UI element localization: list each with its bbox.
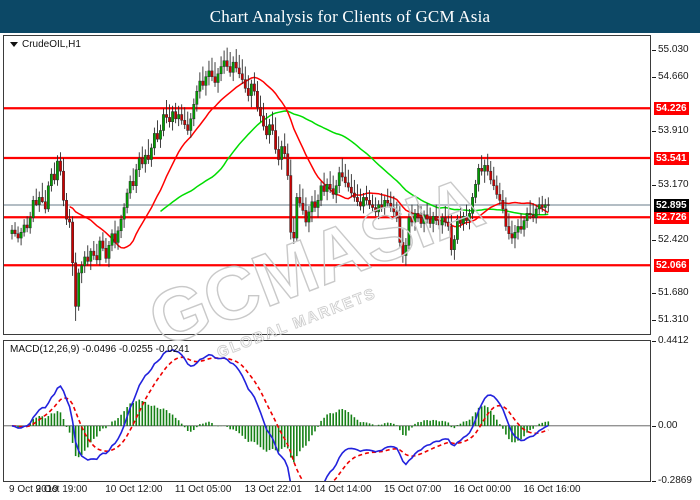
axis-tick-label: 0.4412 — [658, 335, 689, 346]
symbol-text: CrudeOIL,H1 — [22, 39, 81, 50]
time-axis-label: 16 Oct 00:00 — [453, 484, 511, 495]
macd-histogram — [14, 399, 550, 463]
price-level-badge[interactable]: 52.066 — [654, 259, 689, 273]
price-scale[interactable]: 55.030 54.660 53.910 53.170 52.420 51.680 51.3… — [652, 35, 700, 486]
axis-tick-mark — [652, 185, 656, 186]
axis-tick-label: 53.910 — [658, 125, 689, 137]
axis-tick-label: 51.310 — [658, 314, 689, 326]
axis-tick-mark — [652, 320, 656, 322]
time-axis-label: 9 Oct 19:00 — [35, 484, 88, 495]
price-level-badge[interactable]: 52.726 — [654, 211, 689, 225]
axis-tick-label: 54.660 — [658, 70, 689, 82]
time-axis-label: 16 Oct 16:00 — [523, 484, 581, 495]
axis-tick-label: 0.00 — [658, 419, 678, 431]
axis-tick-label: 52.420 — [658, 233, 689, 245]
price-level-badge[interactable]: 54.226 — [654, 102, 689, 116]
price-chart-panel[interactable]: CrudeOIL,H1 — [3, 35, 651, 335]
chevron-down-icon[interactable] — [10, 41, 18, 47]
time-axis-label: 13 Oct 22:01 — [244, 484, 302, 495]
price-level-badge[interactable]: 53.541 — [654, 152, 689, 166]
page-title: Chart Analysis for Clients of GCM Asia — [209, 7, 491, 26]
macd-plot — [4, 348, 650, 481]
symbol-label[interactable]: CrudeOIL,H1 — [10, 39, 81, 50]
macd-panel[interactable]: MACD(12,26,9) -0.0496 -0.0255 -0.0241 — [3, 340, 651, 482]
moving-average-line — [160, 110, 549, 216]
macd-line — [11, 348, 549, 481]
price-plot — [4, 47, 650, 321]
axis-tick-mark — [652, 76, 656, 78]
candlestick-series — [10, 47, 550, 321]
axis-tick-mark — [652, 425, 656, 427]
time-axis-label: 10 Oct 12:00 — [105, 484, 163, 495]
axis-tick-mark — [652, 239, 656, 241]
time-axis-label: 11 Oct 05:00 — [174, 484, 232, 495]
moving-average-line — [69, 76, 549, 249]
macd-label: MACD(12,26,9) -0.0496 -0.0255 -0.0241 — [10, 344, 190, 355]
axis-tick-mark — [652, 131, 656, 133]
axis-tick-label: 51.680 — [658, 287, 689, 299]
axis-tick-label: -0.2869 — [658, 475, 692, 486]
current-price-badge[interactable]: 52.895 — [654, 198, 689, 212]
axis-tick-mark — [652, 49, 656, 51]
time-axis-label: 15 Oct 07:00 — [383, 484, 442, 495]
macd-signal-line — [11, 356, 549, 481]
time-axis-label: 14 Oct 14:00 — [314, 484, 372, 495]
axis-tick-mark — [652, 341, 656, 342]
axis-tick-label: 53.170 — [658, 179, 689, 190]
axis-tick-label: 55.030 — [658, 43, 689, 55]
title-bar: Chart Analysis for Clients of GCM Asia — [0, 0, 700, 33]
time-axis: 9 Oct 2019 9 Oct 19:00 10 Oct 12:00 11 Oct … — [0, 484, 700, 500]
time-axis-label: 9 Oct 2019 — [9, 484, 58, 495]
axis-tick-mark — [652, 293, 656, 295]
axis-tick-mark — [652, 481, 656, 482]
